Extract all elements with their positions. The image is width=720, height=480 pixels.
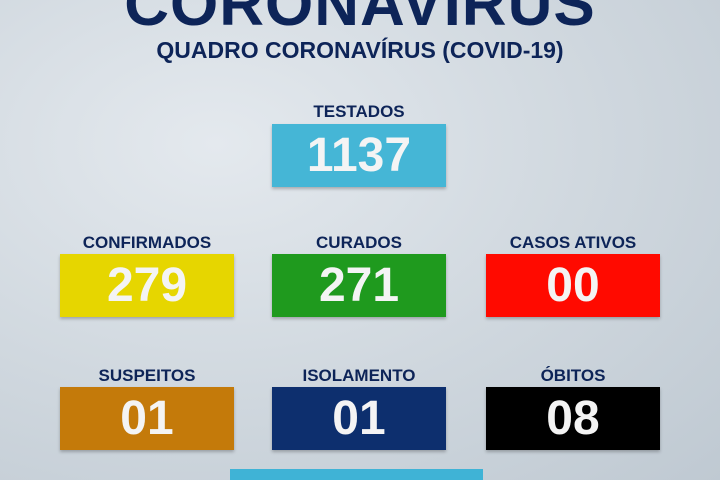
label-casos-ativos: CASOS ATIVOS xyxy=(509,233,637,252)
main-title: CORONAVIRUS xyxy=(124,0,596,39)
box-obitos: 08 xyxy=(486,387,660,450)
label-obitos: ÓBITOS xyxy=(540,366,606,385)
label-confirmados: CONFIRMADOS xyxy=(82,233,212,252)
label-testados: TESTADOS xyxy=(313,102,405,121)
box-isolamento: 01 xyxy=(272,387,446,450)
box-testados: 1137 xyxy=(272,124,446,187)
box-suspeitos: 01 xyxy=(60,387,234,450)
bottom-bar xyxy=(230,469,483,480)
box-curados: 271 xyxy=(272,254,446,317)
label-isolamento: ISOLAMENTO xyxy=(302,366,416,385)
box-confirmados: 279 xyxy=(60,254,234,317)
box-casos-ativos: 00 xyxy=(486,254,660,317)
subtitle: QUADRO CORONAVÍRUS (COVID-19) xyxy=(156,37,564,63)
label-curados: CURADOS xyxy=(316,233,402,252)
label-suspeitos: SUSPEITOS xyxy=(98,366,196,385)
